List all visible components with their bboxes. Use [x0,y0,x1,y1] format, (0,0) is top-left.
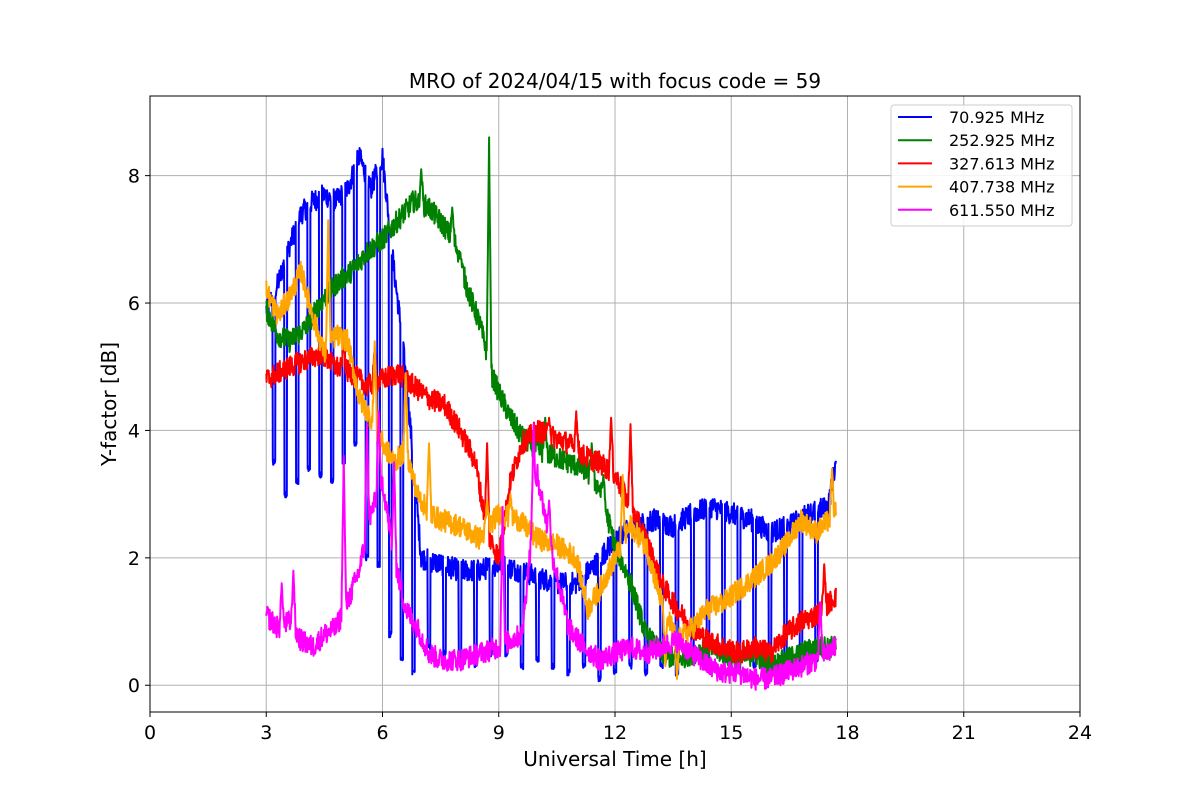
series-3 [265,219,837,680]
series-line [265,410,837,691]
x-tick-label: 9 [493,722,505,744]
y-tick-label: 4 [128,420,140,442]
chart-title: MRO of 2024/04/15 with focus code = 59 [409,69,821,93]
y-tick-label: 0 [128,675,140,697]
y-tick-label: 8 [128,166,140,188]
legend-label: 407.738 MHz [949,178,1054,197]
x-tick-label: 18 [835,722,859,744]
series-line [265,340,837,664]
x-tick-label: 0 [144,722,156,744]
x-tick-label: 12 [603,722,627,744]
series-layer [265,136,837,691]
legend: 70.925 MHz 252.925 MHz 327.613 MHz 407.738 … [890,104,1073,227]
series-2 [265,340,837,664]
legend-label: 327.613 MHz [949,154,1054,173]
legend-label: 70.925 MHz [949,108,1044,127]
x-tick-label: 21 [952,722,976,744]
series-line [265,219,837,680]
series-line [265,147,837,683]
x-tick-label: 3 [260,722,272,744]
legend-box [890,104,1073,227]
x-tick-label: 6 [376,722,388,744]
y-tick-label: 6 [128,293,140,315]
x-axis-ticks: 0 3 6 9 12 15 18 21 24 [144,712,1092,744]
legend-label: 611.550 MHz [949,201,1054,220]
y-tick-label: 2 [128,548,140,570]
x-axis-label: Universal Time [h] [523,747,706,771]
x-tick-label: 24 [1068,722,1092,744]
y-axis-ticks: 0 2 4 6 8 [128,166,150,697]
x-tick-label: 15 [719,722,743,744]
legend-label: 252.925 MHz [949,131,1054,150]
series-4 [265,410,837,691]
y-axis-label: Y-factor [dB] [97,342,121,467]
